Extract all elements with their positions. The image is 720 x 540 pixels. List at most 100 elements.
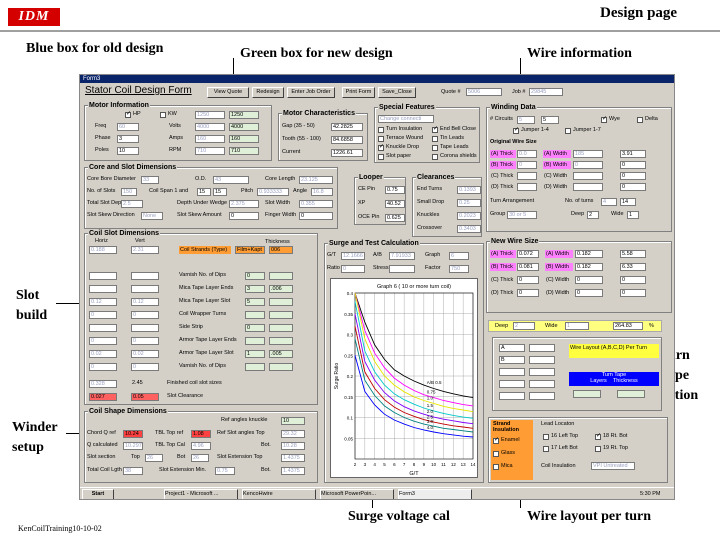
coil-row-vert-field[interactable]: 0 <box>131 363 159 371</box>
coil-row-vert-field[interactable]: 2.31 <box>131 246 159 254</box>
wye-checkbox[interactable] <box>601 116 607 123</box>
group-field[interactable]: 30 or 5 <box>507 211 537 219</box>
oce-pin-field[interactable]: 0.625 <box>385 214 405 222</box>
orig-c-width-field[interactable] <box>573 172 603 180</box>
layout-c-field[interactable] <box>499 368 525 376</box>
mica-checkbox[interactable] <box>493 464 499 470</box>
lead-17-left-bot-checkbox[interactable] <box>543 446 549 452</box>
skew-amount-field[interactable]: 0 <box>229 212 259 220</box>
coil-row-value-field[interactable]: 3 <box>245 285 265 293</box>
knuckle-drop-checkbox[interactable] <box>378 144 384 151</box>
ref-angles-knuckle-field[interactable]: 10 <box>281 417 305 425</box>
start-button[interactable]: Start <box>82 489 114 499</box>
knuckles-field[interactable]: 0.2023 <box>457 212 481 220</box>
change-connection-dropdown[interactable]: Change connecti <box>378 115 434 123</box>
coil-row-value-field[interactable]: 5 <box>245 298 265 306</box>
od-field[interactable]: 43 <box>213 176 249 184</box>
q-calculated-field[interactable]: 10.297 <box>123 442 143 450</box>
coil-row-vert-field[interactable]: 0.02 <box>131 350 159 358</box>
coil-row-vert-field[interactable]: 0.12 <box>131 298 159 306</box>
current-field[interactable]: 1226.61 <box>331 149 363 157</box>
layout-b2-field[interactable] <box>529 356 555 364</box>
layout-e-field[interactable] <box>499 392 525 400</box>
small-drop-field[interactable]: 0.25 <box>457 199 481 207</box>
hp-checkbox[interactable] <box>125 111 131 118</box>
xp-field[interactable]: 40.52 <box>385 200 405 208</box>
coil-insulation-field[interactable]: VPI Untreated <box>591 462 635 470</box>
new-c-result-field[interactable]: 0 <box>620 276 646 284</box>
new-a-result-field[interactable]: 5.58 <box>620 250 646 258</box>
slot-section-top-field[interactable]: 26 <box>145 454 163 462</box>
coil-row-horiz-field[interactable]: 0.188 <box>89 246 117 254</box>
skew-direction-field[interactable]: None <box>141 212 163 220</box>
graph-field[interactable]: 6 <box>449 252 469 260</box>
new-c-width-field[interactable]: 0 <box>575 276 603 284</box>
chord-q-ref-field[interactable]: 10.24 <box>123 430 143 438</box>
stress-field[interactable] <box>389 265 415 273</box>
enamel-checkbox[interactable] <box>493 437 499 444</box>
coil-row-vert-field[interactable] <box>131 324 159 332</box>
new-wide-field[interactable]: 1 <box>565 322 589 330</box>
bore-field[interactable]: 33 <box>141 176 159 184</box>
coil-row-thickness-field[interactable] <box>269 311 293 319</box>
new-b-thick-field[interactable]: 0.081 <box>517 263 539 271</box>
coil-row-horiz-field[interactable] <box>89 285 117 293</box>
turn-tape-layers-field[interactable] <box>573 390 601 398</box>
ce-pin-field[interactable]: 0.75 <box>385 186 405 194</box>
glass-checkbox[interactable] <box>493 451 499 457</box>
factor-field[interactable]: 750 <box>449 265 469 273</box>
coil-span-field-2[interactable]: 15 <box>213 188 227 196</box>
coil-row-horiz-field[interactable]: 0 <box>89 363 117 371</box>
tooth-field[interactable]: 84.6858 <box>331 136 363 144</box>
coil-row-thickness-field[interactable]: .005 <box>269 350 293 358</box>
coil-row-horiz-field[interactable]: 0 <box>89 337 117 345</box>
coil-row-thickness-field[interactable] <box>269 337 293 345</box>
ratio-field[interactable]: 0 <box>341 265 365 273</box>
new-deep-field[interactable]: 2 <box>513 322 535 330</box>
core-length-field[interactable]: 23.125 <box>299 176 333 184</box>
orig-a-new-field[interactable]: 3.91 <box>620 150 646 158</box>
coil-strands-type-field[interactable]: Film+Kapt <box>235 246 265 254</box>
coil-row-horiz-field[interactable] <box>89 324 117 332</box>
coil-row-value-field[interactable] <box>245 337 265 345</box>
coil-row-vert-field[interactable] <box>131 272 159 280</box>
orig-b-width-field[interactable]: 0 <box>573 161 603 169</box>
end-bell-close-checkbox[interactable] <box>432 126 438 133</box>
redesign-button[interactable]: Redesign <box>252 87 284 98</box>
new-b-result-field[interactable]: 6.33 <box>620 263 646 271</box>
taskbar-powerpoint[interactable]: Microsoft PowerPoin... <box>320 489 394 499</box>
coil-row-horiz-field[interactable]: 0 <box>89 311 117 319</box>
layout-c2-field[interactable] <box>529 368 555 376</box>
wide-field[interactable]: 1 <box>627 211 639 219</box>
crossover-field[interactable]: 0.3403 <box>457 225 481 233</box>
ref-slot-angles-top-field[interactable]: 29.32 <box>281 430 305 438</box>
hp-new-field[interactable]: 1250 <box>229 111 259 119</box>
orig-a-width-field[interactable]: 185 <box>573 150 603 158</box>
coil-row-value-field[interactable] <box>245 311 265 319</box>
turns-new-field[interactable]: 14 <box>620 198 636 206</box>
quote-number-field[interactable]: 5006 <box>466 88 502 96</box>
corona-shields-checkbox[interactable] <box>432 154 438 160</box>
finished-vert-field[interactable]: 2.45 <box>131 380 159 388</box>
layout-a-field[interactable]: A <box>499 344 525 352</box>
layout-b-field[interactable]: B <box>499 356 525 364</box>
coil-row-horiz-field[interactable] <box>89 272 117 280</box>
depth-under-wedge-field[interactable]: 2.375 <box>229 200 259 208</box>
lead-19-rt-top-checkbox[interactable] <box>595 446 601 452</box>
volts-new-field[interactable]: 4000 <box>229 123 259 131</box>
enter-job-order-button[interactable]: Enter Job Order <box>287 87 335 98</box>
slot-paper-checkbox[interactable] <box>378 154 384 160</box>
jumper-1-4-checkbox[interactable] <box>513 127 519 134</box>
new-b-width-field[interactable]: 0.182 <box>575 263 603 271</box>
fill-percent-field[interactable]: 264.83 <box>613 322 643 330</box>
slot-width-field[interactable]: 0.355 <box>299 200 333 208</box>
pitch-field[interactable]: 0.933333 <box>257 188 289 196</box>
lead-16-left-top-checkbox[interactable] <box>543 434 549 440</box>
new-d-width-field[interactable]: 0 <box>575 289 603 297</box>
coil-row-vert-field[interactable]: 0 <box>131 311 159 319</box>
turn-tape-thickness-field[interactable] <box>617 390 645 398</box>
coil-row-thickness-field[interactable]: .006 <box>269 285 293 293</box>
new-d-result-field[interactable]: 0 <box>620 289 646 297</box>
job-number-field[interactable]: 29845 <box>529 88 563 96</box>
taskbar-project1[interactable]: Project1 - Microsoft ... <box>164 489 238 499</box>
